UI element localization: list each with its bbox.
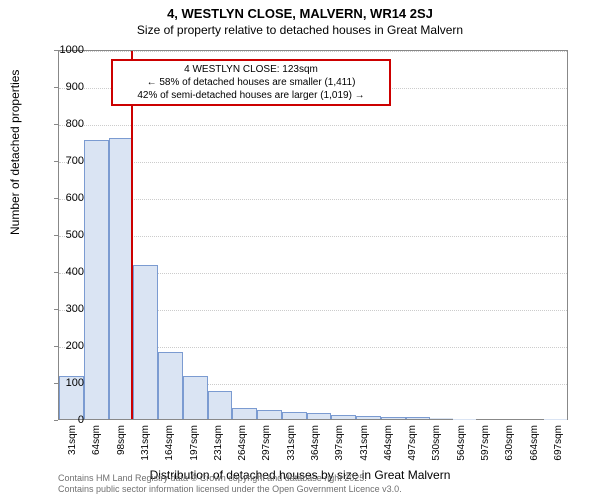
histogram-bar (282, 412, 307, 419)
x-tick-label: 31sqm (67, 425, 78, 455)
y-tick-mark (54, 235, 58, 236)
histogram-bar (232, 408, 257, 419)
y-tick-label: 200 (66, 340, 84, 352)
histogram-bar (257, 410, 282, 419)
histogram-bar (430, 418, 453, 419)
y-tick-mark (54, 346, 58, 347)
histogram-bar (406, 417, 431, 419)
chart-plot-area: 4 WESTLYN CLOSE: 123sqm ← 58% of detache… (58, 50, 568, 420)
footer-attribution: Contains HM Land Registry data © Crown c… (58, 473, 402, 496)
subtitle: Size of property relative to detached ho… (0, 23, 600, 37)
y-tick-mark (54, 272, 58, 273)
y-tick-label: 400 (66, 266, 84, 278)
y-tick-label: 600 (66, 192, 84, 204)
histogram-bar (133, 265, 158, 419)
annotation-line-2: ← 58% of detached houses are smaller (1,… (119, 76, 383, 89)
y-tick-label: 500 (66, 229, 84, 241)
histogram-bar (381, 417, 406, 419)
y-tick-mark (54, 87, 58, 88)
x-tick-label: 497sqm (407, 425, 418, 461)
y-tick-mark (54, 383, 58, 384)
x-tick-label: 431sqm (359, 425, 370, 461)
histogram-bar (109, 138, 134, 419)
x-tick-label: 364sqm (310, 425, 321, 461)
y-tick-label: 0 (78, 414, 84, 426)
histogram-bar (183, 376, 208, 419)
histogram-bar (208, 391, 233, 419)
x-tick-label: 697sqm (553, 425, 564, 461)
x-tick-label: 597sqm (480, 425, 491, 461)
x-tick-label: 164sqm (164, 425, 175, 461)
x-tick-label: 530sqm (431, 425, 442, 461)
x-tick-label: 131sqm (140, 425, 151, 461)
x-tick-label: 297sqm (261, 425, 272, 461)
y-tick-mark (54, 161, 58, 162)
annotation-line-3: 42% of semi-detached houses are larger (… (119, 89, 383, 102)
footer-line-2: Contains public sector information licen… (58, 484, 402, 496)
y-tick-label: 300 (66, 303, 84, 315)
annotation-line-1: 4 WESTLYN CLOSE: 123sqm (119, 63, 383, 76)
x-tick-label: 64sqm (91, 425, 102, 455)
y-tick-label: 100 (66, 377, 84, 389)
x-tick-label: 664sqm (529, 425, 540, 461)
y-tick-label: 900 (66, 81, 84, 93)
histogram-bar (158, 352, 183, 419)
x-tick-label: 98sqm (116, 425, 127, 455)
y-tick-mark (54, 198, 58, 199)
x-tick-label: 197sqm (189, 425, 200, 461)
x-tick-label: 264sqm (237, 425, 248, 461)
histogram-bar (331, 415, 356, 419)
footer-line-1: Contains HM Land Registry data © Crown c… (58, 473, 402, 485)
y-tick-mark (54, 309, 58, 310)
x-tick-label: 464sqm (383, 425, 394, 461)
y-tick-mark (54, 420, 58, 421)
x-tick-label: 630sqm (504, 425, 515, 461)
y-tick-mark (54, 50, 58, 51)
histogram-bar (84, 140, 109, 419)
main-title: 4, WESTLYN CLOSE, MALVERN, WR14 2SJ (0, 6, 600, 21)
x-tick-label: 231sqm (213, 425, 224, 461)
y-axis-label: Number of detached properties (8, 70, 22, 235)
x-tick-label: 331sqm (286, 425, 297, 461)
x-tick-label: 564sqm (456, 425, 467, 461)
y-tick-mark (54, 124, 58, 125)
x-tick-label: 397sqm (334, 425, 345, 461)
y-tick-label: 1000 (60, 44, 84, 56)
y-tick-label: 700 (66, 155, 84, 167)
y-tick-label: 800 (66, 118, 84, 130)
bars-container (59, 51, 567, 419)
annotation-box: 4 WESTLYN CLOSE: 123sqm ← 58% of detache… (111, 59, 391, 106)
histogram-bar (307, 413, 332, 419)
histogram-bar (356, 416, 381, 419)
reference-line (131, 51, 133, 419)
